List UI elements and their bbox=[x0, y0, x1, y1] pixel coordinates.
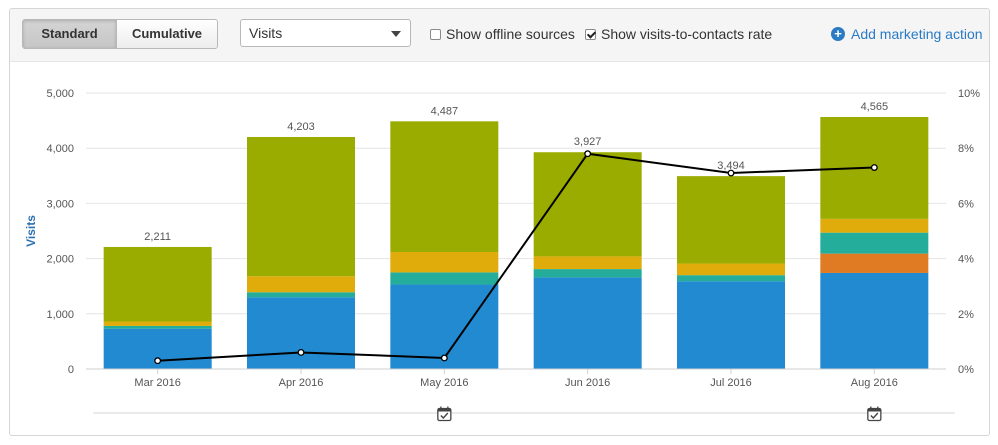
x-tick-label: Jun 2016 bbox=[565, 377, 610, 389]
y2-tick-label: 8% bbox=[958, 143, 974, 155]
bar-total-label: 3,494 bbox=[717, 160, 745, 172]
bar-segment bbox=[820, 272, 929, 369]
y2-tick-label: 6% bbox=[958, 198, 974, 210]
y-tick-label: 0 bbox=[68, 364, 74, 376]
bar-segment bbox=[677, 176, 785, 264]
visits-to-contacts-rate-line bbox=[157, 152, 875, 362]
visits-to-contacts-checkbox[interactable]: Show visits-to-contacts rate bbox=[585, 25, 772, 43]
x-tick-label: Aug 2016 bbox=[851, 377, 898, 389]
bar-segment bbox=[533, 277, 642, 369]
bar-segment bbox=[533, 256, 642, 270]
offline-sources-checkbox[interactable]: Show offline sources bbox=[430, 25, 575, 43]
bar-segment bbox=[103, 325, 212, 329]
y-tick-label: 4,000 bbox=[46, 143, 74, 155]
x-tick-label: Mar 2016 bbox=[134, 377, 180, 389]
y-tick-label: 3,000 bbox=[46, 198, 74, 210]
view-mode-toggle: Standard Cumulative bbox=[22, 19, 218, 49]
y-tick-label: 1,000 bbox=[46, 309, 74, 321]
bar-segment bbox=[533, 152, 642, 257]
bar-segment bbox=[390, 121, 499, 252]
bar-segment bbox=[103, 246, 212, 322]
metric-select-value: Visits bbox=[249, 25, 283, 41]
add-marketing-action-link[interactable]: + Add marketing action bbox=[831, 25, 983, 43]
bar-segment bbox=[390, 251, 499, 273]
y-axis-title: Visits bbox=[24, 215, 38, 247]
chart-toolbar: Standard Cumulative Visits Show offline … bbox=[10, 9, 989, 62]
bar-segment bbox=[677, 281, 785, 369]
plus-circle-icon: + bbox=[831, 27, 845, 41]
checkbox-unchecked-icon bbox=[430, 28, 441, 40]
x-tick-label: Apr 2016 bbox=[279, 377, 324, 389]
visits-to-contacts-label: Show visits-to-contacts rate bbox=[601, 26, 773, 42]
bar-segment bbox=[247, 276, 355, 293]
bar-total-label: 3,927 bbox=[574, 136, 602, 148]
rate-point bbox=[870, 164, 878, 171]
bar-segment bbox=[677, 275, 785, 282]
dropdown-arrow-icon bbox=[391, 31, 401, 37]
bar-segment bbox=[390, 272, 499, 285]
checkbox-checked-icon bbox=[585, 28, 596, 40]
x-tick-label: May 2016 bbox=[420, 377, 468, 389]
calendar-check-icon[interactable] bbox=[437, 406, 452, 422]
bar-total-label: 4,487 bbox=[431, 105, 459, 117]
y2-tick-label: 0% bbox=[958, 364, 974, 376]
rate-point bbox=[440, 354, 448, 362]
bar-segment bbox=[677, 263, 785, 276]
bar-segment bbox=[533, 269, 642, 278]
y2-tick-label: 4% bbox=[958, 254, 974, 266]
metric-select[interactable]: Visits bbox=[240, 19, 411, 47]
rate-point bbox=[297, 348, 305, 356]
bar-segment bbox=[247, 136, 355, 277]
rate-point bbox=[154, 357, 162, 365]
y-tick-label: 2,000 bbox=[46, 254, 74, 266]
bar-segment bbox=[103, 321, 212, 326]
x-tick-label: Jul 2016 bbox=[710, 377, 752, 389]
bar-segment bbox=[820, 218, 929, 233]
bar-segment bbox=[820, 253, 929, 273]
rate-point bbox=[727, 169, 735, 177]
bar-segment bbox=[247, 297, 355, 369]
bar-segment bbox=[820, 232, 929, 254]
standard-button[interactable]: Standard bbox=[23, 20, 117, 48]
add-marketing-action-label: Add marketing action bbox=[851, 26, 983, 42]
y-tick-label: 5,000 bbox=[46, 88, 74, 100]
y2-tick-label: 2% bbox=[958, 309, 974, 321]
rate-point bbox=[584, 150, 592, 158]
bar-total-label: 2,211 bbox=[144, 231, 171, 243]
offline-sources-label: Show offline sources bbox=[446, 26, 575, 42]
bar-total-label: 4,203 bbox=[287, 121, 315, 133]
bar-segment bbox=[247, 292, 355, 298]
bar-total-label: 4,565 bbox=[861, 101, 889, 113]
y2-tick-label: 10% bbox=[958, 88, 980, 100]
cumulative-button[interactable]: Cumulative bbox=[117, 20, 217, 48]
calendar-check-icon[interactable] bbox=[867, 406, 882, 422]
